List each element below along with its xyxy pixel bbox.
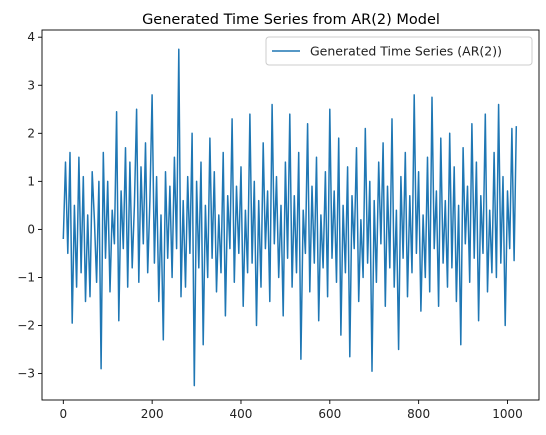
y-axis: −3 −2 −1 0 1 2 3 4 [17,30,42,381]
y-tick-label: 2 [27,126,35,140]
chart-title: Generated Time Series from AR(2) Model [142,12,440,28]
x-axis: 0 200 400 600 800 1000 [59,400,523,421]
plot-area [62,48,518,387]
y-tick-label: 0 [27,222,35,236]
x-tick-label: 800 [407,407,430,421]
x-tick-label: 600 [318,407,341,421]
y-tick-label: 3 [27,78,35,92]
series-line [62,48,518,387]
legend-box [265,36,533,66]
x-tick-label: 0 [59,407,67,421]
x-tick-label: 400 [230,407,253,421]
y-tick-label: 1 [27,174,35,188]
legend: Generated Time Series (AR(2)) [265,36,533,66]
y-tick-label: 4 [27,30,35,44]
y-tick-label: −3 [17,367,35,381]
x-tick-label: 200 [141,407,164,421]
x-tick-label: 1000 [492,407,523,421]
legend-label: Generated Time Series (AR(2)) [310,44,502,59]
plot-frame [41,29,540,401]
y-tick-label: −2 [17,319,35,333]
y-tick-label: −1 [17,270,35,284]
